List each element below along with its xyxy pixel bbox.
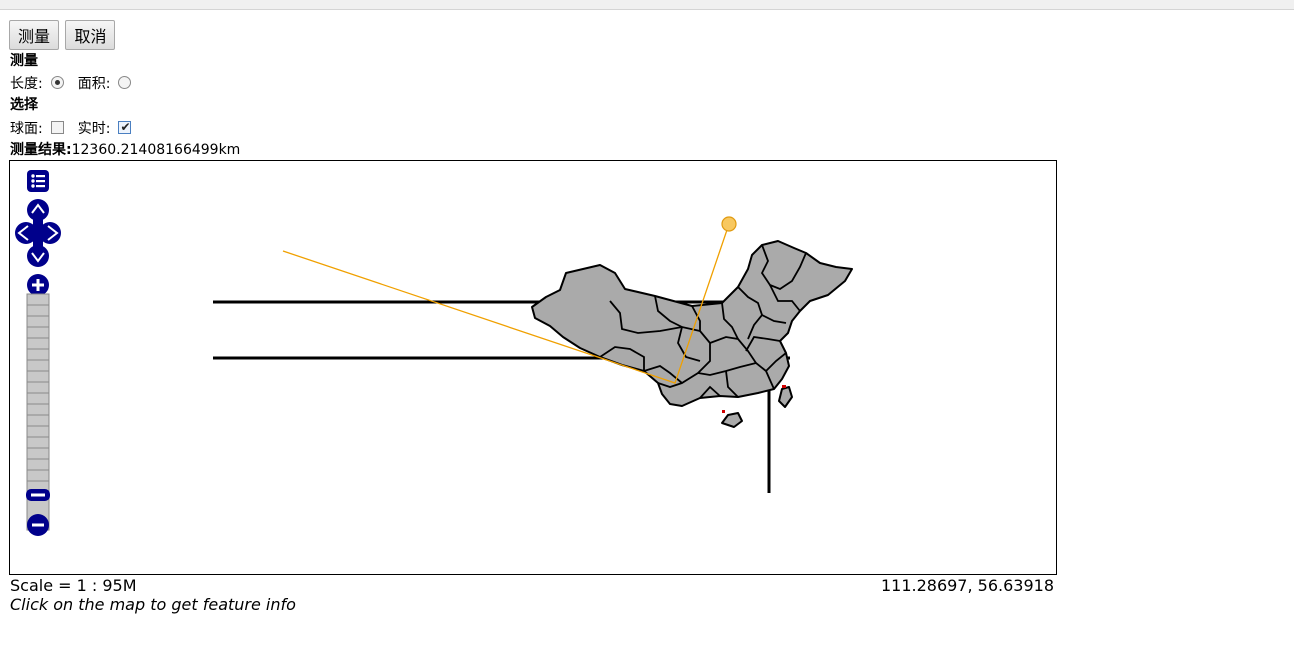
feature-info-hint: Click on the map to get feature info — [10, 595, 296, 614]
immediate-label: 实时: — [77, 121, 111, 137]
toolbar: 测量 取消 — [9, 20, 117, 50]
island-markers — [722, 385, 786, 413]
length-radio[interactable] — [50, 76, 64, 89]
result-row: 测量结果:12360.21408166499km — [10, 141, 240, 159]
province-boundaries — [599, 244, 807, 399]
area-label: 面积: — [77, 76, 111, 92]
scale-text: Scale = 1 : 95M — [10, 576, 137, 595]
browser-top-strip — [0, 0, 1294, 10]
layer-switcher-button[interactable] — [27, 170, 49, 192]
pan-control — [15, 199, 61, 267]
pan-right-icon[interactable] — [39, 222, 61, 244]
geodesic-label: 球面: — [10, 121, 43, 137]
measure-type-row: 长度: 面积: — [10, 75, 145, 93]
options-section-title: 选择 — [10, 97, 38, 113]
map-viewport[interactable] — [9, 160, 1057, 575]
zoom-bar — [26, 274, 50, 536]
immediate-checkbox[interactable] — [118, 118, 132, 136]
zoom-ticks — [27, 304, 49, 482]
pan-up-icon[interactable] — [27, 199, 49, 221]
result-value: 12360.21408166499km — [71, 142, 241, 158]
zoom-out-icon[interactable] — [27, 514, 49, 536]
pan-left-icon[interactable] — [15, 222, 37, 244]
measure-vertex-point — [721, 216, 737, 232]
area-radio[interactable] — [118, 76, 132, 89]
measure-button[interactable]: 测量 — [9, 20, 60, 50]
measure-section-title: 测量 — [10, 53, 38, 69]
zoom-slider-handle[interactable] — [26, 489, 50, 501]
result-label: 测量结果: — [10, 142, 72, 158]
cancel-button[interactable]: 取消 — [65, 20, 116, 50]
zoom-in-icon[interactable] — [27, 274, 49, 296]
measure-path — [282, 223, 730, 384]
length-label: 长度: — [10, 76, 43, 92]
pan-down-icon[interactable] — [27, 245, 49, 267]
options-row: 球面: 实时: — [10, 118, 145, 138]
mouse-position: 111.28697, 56.63918 — [880, 576, 1054, 595]
geodesic-checkbox[interactable] — [50, 121, 64, 134]
